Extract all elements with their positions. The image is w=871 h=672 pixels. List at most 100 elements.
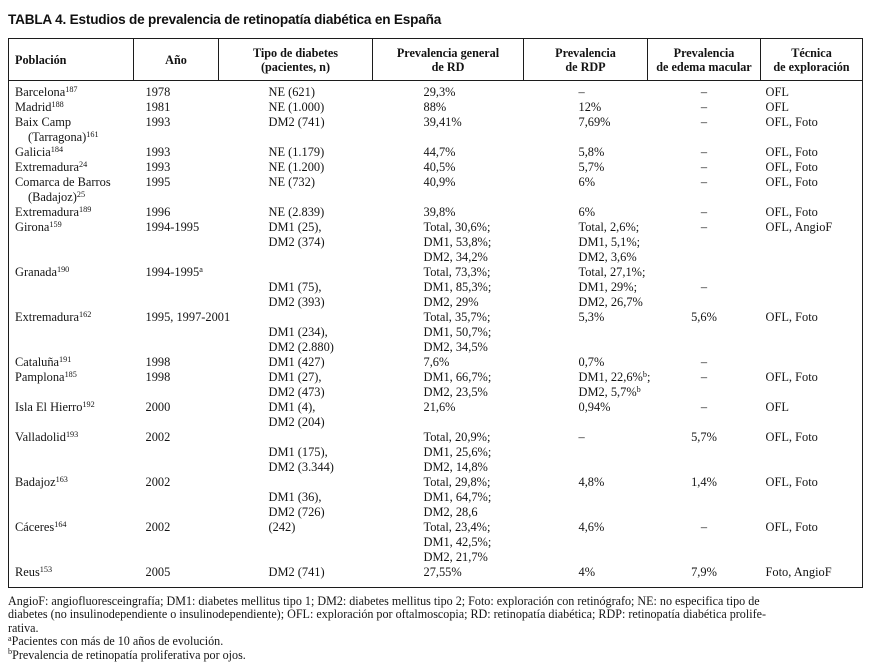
cell-rd: DM1, 66,7%; DM2, 23,5% — [423, 370, 492, 399]
column-header-edema: Prevalencia de edema macular — [647, 38, 761, 81]
cell-ano: 1996 — [145, 205, 171, 219]
cell-poblacion: Comarca de Barros (Badajoz)25 — [15, 175, 111, 204]
cell-poblacion: Girona159 — [15, 219, 62, 234]
cell-rdp: Total, 2,6%; DM1, 5,1%; DM2, 3,6% — [578, 220, 641, 264]
cell-ano: 1994-1995 — [145, 220, 200, 234]
cell-edema: – — [700, 370, 708, 384]
cell-tipo: DM1 (4), DM2 (204) — [268, 400, 325, 429]
table-row: Galicia184 1993 NE (1.179) 44,7% 5,8% – OFL, F… — [9, 145, 863, 160]
cell-rdp: 5,7% — [578, 160, 605, 174]
cell-ano: 1981 — [145, 100, 171, 114]
cell-rdp: 4,8% — [578, 475, 605, 489]
table-row: Valladolid193 2002 DM1 (175), DM2 (3.344) T… — [9, 430, 863, 475]
cell-tecnica: OFL, Foto — [765, 475, 818, 489]
table-row: Madrid188 1981 NE (1.000) 88% 12% – OFL — [9, 100, 863, 115]
cell-tipo: NE (1.000) — [268, 100, 325, 114]
cell-tipo: NE (621) — [268, 85, 315, 99]
cell-rdp: Total, 27,1%; DM1, 29%; DM2, 26,7% — [578, 265, 646, 309]
cell-rd: 40,9% — [423, 175, 456, 189]
header-row: Población Año Tipo de diabetes (pacientes, … — [8, 38, 863, 81]
cell-rdp: 4,6% — [578, 520, 605, 534]
cell-ano: 1993 — [145, 115, 171, 129]
cell-rd: 39,8% — [423, 205, 456, 219]
cell-tipo: DM1 (27), DM2 (473) — [268, 370, 325, 399]
table-row: Cataluña191 1998 DM1 (427) 7,6% 0,7% – — [9, 355, 863, 370]
cell-edema: – — [700, 175, 708, 189]
cell-poblacion: Cataluña191 — [15, 354, 72, 369]
cell-edema: – — [700, 355, 708, 369]
table-row: Barcelona187 1978 NE (621) 29,3% – – OFL — [9, 81, 863, 101]
table-row: Extremadura162 1995, 1997-2001 DM1 (234),… — [9, 310, 863, 355]
cell-edema: – — [700, 145, 708, 159]
cell-tecnica: OFL, Foto — [765, 175, 818, 189]
cell-edema: – — [700, 85, 708, 99]
table-row: Isla El Hierro192 2000 DM1 (4), DM2 (204) 21… — [9, 400, 863, 430]
cell-tipo: DM1 (25), DM2 (374) — [268, 220, 325, 249]
cell-tecnica: OFL, AngioF — [765, 220, 833, 234]
prevalence-table: Población Año Tipo de diabetes (pacientes, … — [8, 38, 863, 588]
cell-tecnica: OFL, Foto — [765, 115, 818, 129]
cell-rd: 40,5% — [423, 160, 456, 174]
cell-tecnica: OFL — [765, 85, 789, 99]
footnote-abbreviations: AngioF: angiofluoresceingrafía; DM1: dia… — [8, 594, 862, 635]
footnote-line: AngioF: angiofluoresceingrafía; DM1: dia… — [8, 594, 760, 608]
cell-poblacion: Extremadura162 — [15, 309, 92, 324]
cell-tecnica: OFL, Foto — [765, 430, 818, 444]
table-row: Reus153 2005 DM2 (741) 27,55% 4% 7,9% Foto, An… — [9, 565, 863, 588]
cell-ano: 2000 — [145, 400, 171, 414]
cell-rd: 7,6% — [423, 355, 450, 369]
cell-edema: – — [700, 160, 708, 174]
cell-tecnica: OFL, Foto — [765, 310, 818, 324]
cell-edema: – — [700, 220, 708, 234]
cell-poblacion: Galicia184 — [15, 144, 64, 159]
cell-tecnica: Foto, AngioF — [765, 565, 832, 579]
cell-ano: 1993 — [145, 160, 171, 174]
cell-rd: 21,6% — [423, 400, 456, 414]
cell-tecnica: OFL, Foto — [765, 145, 818, 159]
cell-poblacion: Extremadura24 — [15, 159, 88, 174]
table-row: Girona159 1994-1995 DM1 (25), DM2 (374) Tota… — [9, 220, 863, 265]
cell-poblacion: Madrid188 — [15, 99, 64, 114]
table-row: Extremadura189 1996 NE (2.839) 39,8% 6% – OFL,… — [9, 205, 863, 220]
cell-rdp: 6% — [578, 205, 596, 219]
footnote-line: diabetes (no insulinodependiente o insul… — [8, 607, 766, 622]
cell-rd: Total, 29,8%; DM1, 64,7%; DM2, 28,6 — [423, 475, 492, 519]
cell-tipo: NE (732) — [268, 175, 315, 189]
cell-edema: – — [700, 400, 708, 414]
cell-rd: Total, 30,6%; DM1, 53,8%; DM2, 34,2% — [423, 220, 492, 264]
cell-tipo: (242) — [268, 520, 296, 534]
cell-rdp: – — [578, 430, 585, 444]
cell-tipo: DM1 (36), DM2 (726) — [268, 490, 325, 519]
footnote-note: aPacientes con más de 10 años de evoluci… — [8, 634, 224, 649]
column-header-ano: Año — [133, 38, 219, 81]
cell-edema: – — [700, 115, 708, 129]
footnote-notes: aPacientes con más de 10 años de evoluci… — [8, 634, 862, 662]
column-header-tecnica: Técnica de exploración — [760, 38, 863, 81]
table-row: Pamplona185 1998 DM1 (27), DM2 (473) DM1, 66… — [9, 370, 863, 400]
cell-rd: Total, 20,9%; DM1, 25,6%; DM2, 14,8% — [423, 430, 492, 474]
cell-poblacion: Barcelona187 — [15, 84, 78, 99]
cell-tipo: DM1 (427) — [268, 355, 325, 369]
cell-tipo: NE (1.179) — [268, 145, 325, 159]
footnote-line: rativa. — [8, 620, 39, 635]
cell-poblacion: Reus153 — [15, 564, 53, 579]
cell-rd: 44,7% — [423, 145, 456, 159]
table-row: Comarca de Barros (Badajoz)25 1995 NE (732)… — [9, 175, 863, 205]
cell-poblacion: Cáceres164 — [15, 519, 67, 534]
cell-ano: 1993 — [145, 145, 171, 159]
column-header-poblacion: Población — [15, 52, 67, 67]
cell-rdp: 6% — [578, 175, 596, 189]
cell-tecnica: OFL — [765, 400, 789, 414]
cell-ano: 1978 — [145, 85, 171, 99]
cell-ano: 1995 — [145, 175, 171, 189]
cell-rdp: DM1, 22,6%b; DM2, 5,7%b — [578, 369, 651, 399]
column-header-rd: Prevalencia general de RD — [372, 38, 524, 81]
cell-rdp: – — [578, 85, 585, 99]
cell-tipo: DM1 (175), DM2 (3.344) — [268, 445, 334, 474]
cell-tipo: DM1 (75), DM2 (393) — [268, 280, 325, 309]
cell-edema: 5,7% — [691, 430, 717, 444]
cell-ano: 1995, 1997-2001 — [145, 310, 231, 324]
cell-ano: 2002 — [145, 430, 171, 444]
cell-tecnica: OFL, Foto — [765, 205, 818, 219]
footnotes: AngioF: angiofluoresceingrafía; DM1: dia… — [8, 594, 862, 662]
